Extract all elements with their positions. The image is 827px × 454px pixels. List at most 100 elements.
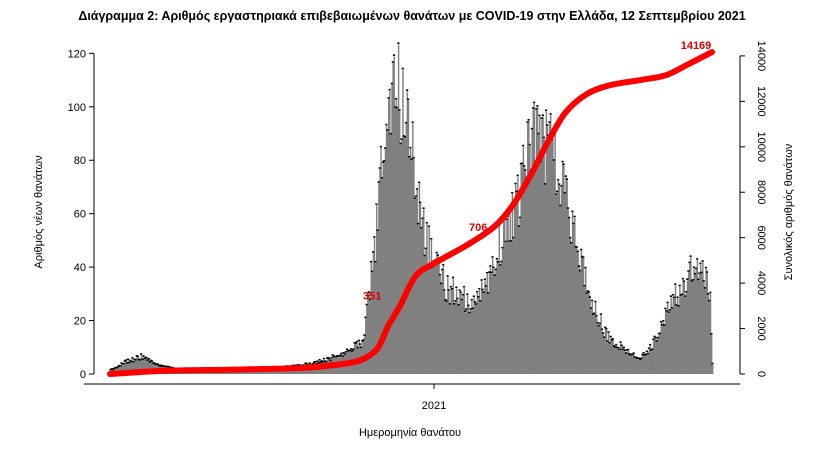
- bar: [448, 291, 450, 374]
- bar: [247, 371, 250, 374]
- bar: [612, 340, 614, 374]
- y-tick-label: 0: [80, 369, 86, 381]
- bar: [466, 295, 469, 374]
- bar-value-marker: [401, 67, 404, 70]
- bar-value-marker: [665, 310, 668, 312]
- bar: [455, 288, 458, 374]
- bar-value-marker: [344, 351, 347, 353]
- bar-value-marker: [644, 353, 647, 356]
- bar: [662, 321, 665, 374]
- bar-value-marker: [677, 305, 680, 307]
- bar-value-marker: [414, 195, 417, 198]
- bar-value-marker: [386, 129, 389, 131]
- bar: [557, 180, 560, 374]
- bar: [499, 266, 502, 374]
- bar-value-marker: [492, 266, 495, 269]
- bar: [628, 355, 631, 374]
- bar: [567, 209, 569, 374]
- bar: [566, 180, 568, 374]
- bar-value-marker: [496, 261, 500, 263]
- bar-value-marker: [122, 362, 125, 365]
- bar: [470, 310, 472, 374]
- bar-value-marker: [595, 314, 598, 317]
- bar-value-marker: [596, 321, 599, 324]
- bar: [484, 280, 486, 374]
- bar: [441, 270, 444, 374]
- bar: [699, 264, 702, 374]
- bar-value-marker: [576, 250, 579, 253]
- bar: [646, 352, 648, 374]
- bar: [453, 305, 456, 374]
- bar-value-marker: [153, 362, 156, 364]
- annotation-label: 351: [363, 291, 381, 303]
- bar: [397, 44, 400, 375]
- bar: [369, 300, 371, 374]
- bar-value-marker: [623, 349, 627, 352]
- bar: [472, 309, 474, 374]
- bar: [245, 371, 248, 374]
- bar: [482, 290, 484, 374]
- bar: [474, 303, 476, 374]
- bar-value-marker: [589, 307, 593, 309]
- bar-value-marker: [564, 175, 567, 177]
- bar-value-marker: [604, 326, 607, 329]
- bar-value-marker: [669, 295, 673, 297]
- bar-value-marker: [675, 304, 678, 306]
- bar-value-marker: [654, 336, 657, 339]
- bar: [530, 171, 532, 374]
- bar: [288, 368, 290, 374]
- bar-value-marker: [129, 359, 132, 362]
- bar-value-marker: [588, 296, 592, 298]
- y2-tick-label: 10000: [755, 131, 767, 162]
- bar-value-marker: [554, 193, 558, 196]
- bar: [513, 200, 516, 374]
- bar-value-marker: [366, 295, 369, 297]
- bar-value-marker: [436, 254, 439, 256]
- bar: [692, 281, 694, 374]
- bar: [674, 285, 677, 374]
- bar-value-marker: [708, 299, 711, 302]
- y2-tick-label: 2000: [755, 316, 767, 340]
- bar-value-marker: [636, 357, 640, 359]
- bar-value-marker: [392, 54, 396, 56]
- bar-value-marker: [536, 105, 539, 107]
- bar: [661, 325, 664, 374]
- bar: [593, 314, 596, 374]
- bar-value-marker: [156, 363, 159, 365]
- bar: [547, 136, 550, 374]
- bar-value-marker: [610, 339, 613, 341]
- bar: [427, 267, 429, 374]
- bar: [389, 90, 391, 374]
- bar-value-marker: [388, 88, 391, 91]
- bar-value-marker: [494, 268, 497, 271]
- bar-value-marker: [697, 278, 700, 281]
- bar: [391, 84, 393, 374]
- bar-value-marker: [383, 160, 386, 162]
- bar-value-marker: [159, 364, 162, 367]
- bar: [250, 371, 252, 374]
- bar: [275, 369, 277, 374]
- bar: [450, 287, 452, 374]
- bar: [512, 238, 515, 374]
- bar-value-marker: [607, 331, 610, 333]
- bar: [668, 313, 670, 374]
- bar: [243, 371, 245, 374]
- bar-value-marker: [495, 257, 498, 260]
- bar-value-marker: [685, 290, 688, 293]
- bar: [418, 183, 421, 374]
- bar-value-marker: [488, 271, 491, 273]
- bar-value-marker: [331, 354, 334, 356]
- bar-value-marker: [469, 308, 472, 310]
- bar-value-marker: [565, 178, 569, 180]
- bar-value-marker: [297, 364, 300, 366]
- bar-value-marker: [666, 301, 669, 304]
- bar: [602, 334, 604, 374]
- bar-value-marker: [142, 355, 145, 357]
- bar-value-marker: [458, 289, 461, 292]
- bar-value-marker: [641, 353, 644, 356]
- bar-value-marker: [606, 340, 609, 342]
- bar: [238, 371, 240, 374]
- bar: [420, 228, 423, 374]
- bar: [539, 116, 541, 374]
- bar: [629, 356, 632, 374]
